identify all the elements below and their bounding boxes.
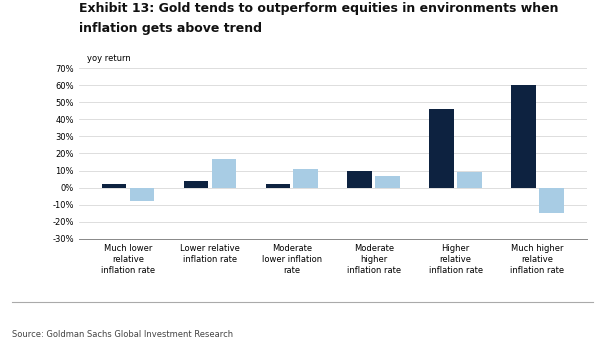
Bar <box>511 85 536 188</box>
Bar <box>375 176 400 188</box>
Bar <box>430 109 454 188</box>
Bar <box>457 172 482 188</box>
Bar <box>212 159 236 188</box>
Bar <box>293 169 318 188</box>
Text: yoy return: yoy return <box>87 54 131 63</box>
Text: Source: Goldman Sachs Global Investment Research: Source: Goldman Sachs Global Investment … <box>12 330 233 339</box>
Bar <box>184 181 208 188</box>
Bar <box>539 188 564 213</box>
Text: inflation gets above trend: inflation gets above trend <box>79 22 261 35</box>
Bar <box>102 184 126 188</box>
Bar <box>266 184 290 188</box>
Bar <box>129 188 154 201</box>
Bar <box>347 170 372 188</box>
Text: Exhibit 13: Gold tends to outperform equities in environments when: Exhibit 13: Gold tends to outperform equ… <box>79 2 558 15</box>
